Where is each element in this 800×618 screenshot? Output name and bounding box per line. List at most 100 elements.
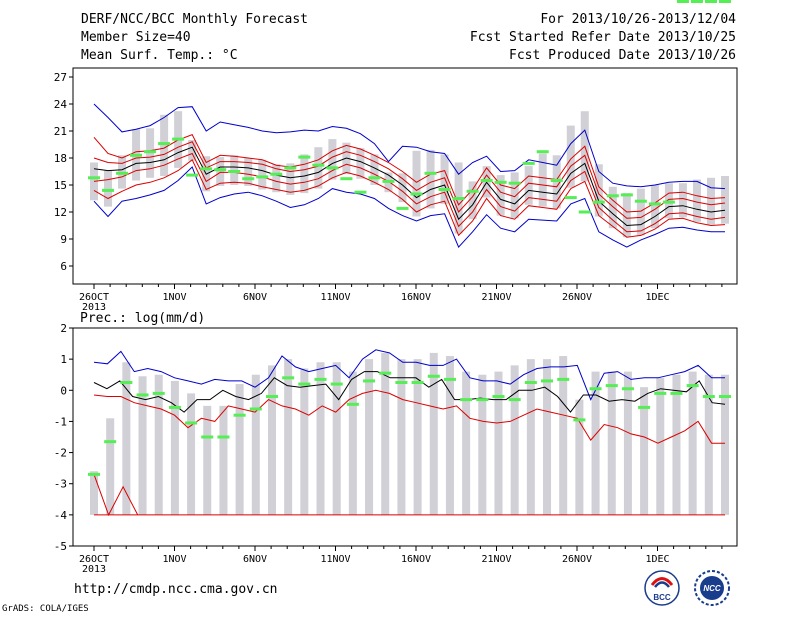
ensemble-box — [284, 359, 293, 515]
series-line-inner — [93, 389, 725, 444]
median-mark — [284, 166, 297, 170]
median-mark — [168, 405, 181, 409]
median-mark — [592, 200, 605, 204]
median-mark — [662, 200, 675, 204]
x-tick-label: 26NOV — [562, 554, 592, 565]
ensemble-box — [721, 374, 729, 515]
source-url[interactable]: http://cmdp.ncc.cma.gov.cn — [74, 582, 278, 597]
median-mark — [298, 382, 311, 386]
ensemble-box — [706, 177, 715, 225]
ensemble-box — [235, 384, 244, 515]
median-mark — [249, 407, 262, 411]
chart-title: DERF/NCC/BCC Monthly Forecast — [81, 12, 308, 27]
ncc-logo-text: NCC — [703, 584, 721, 593]
ensemble-box — [543, 359, 552, 515]
median-mark — [228, 170, 241, 173]
ensemble-box — [468, 181, 477, 220]
ensemble-box — [526, 359, 535, 515]
ensemble-box — [412, 150, 421, 217]
median-mark — [104, 440, 117, 444]
ensemble-box — [188, 140, 197, 161]
ensemble-box — [286, 163, 295, 195]
grads-credit: GrADS: COLA/IGES — [2, 604, 89, 614]
median-mark — [368, 176, 381, 180]
ensemble-box — [187, 393, 196, 515]
y-tick-label: 21 — [54, 125, 67, 138]
median-mark — [340, 177, 353, 181]
y-tick-label: 12 — [54, 206, 67, 219]
ensemble-box — [640, 387, 649, 515]
x-tick-label: 1DEC — [645, 554, 669, 565]
x-tick-label: 21NOV — [481, 292, 511, 303]
ensemble-box — [154, 374, 163, 515]
median-mark — [130, 153, 143, 157]
median-mark — [152, 391, 165, 395]
series-line-mean — [93, 371, 726, 413]
ensemble-box — [122, 362, 131, 515]
ensemble-box — [524, 166, 533, 205]
median-mark — [217, 435, 230, 439]
median-mark — [363, 379, 376, 383]
median-mark — [686, 384, 699, 388]
median-mark — [522, 161, 535, 165]
y-tick-label: -4 — [54, 509, 68, 522]
ensemble-box — [244, 158, 253, 186]
y-tick-label: -5 — [54, 540, 67, 553]
ensemble-box — [607, 371, 616, 515]
ensemble-box — [510, 365, 519, 515]
median-mark — [102, 188, 115, 192]
ensemble-box — [538, 153, 547, 207]
forecast-start-date: Fcst Started Refer Date 2013/10/25 — [469, 30, 736, 45]
ensemble-box — [704, 374, 713, 515]
y-tick-label: 0 — [60, 384, 67, 397]
ensemble-box — [258, 159, 267, 190]
median-mark — [476, 398, 489, 402]
ensemble-box — [622, 193, 631, 238]
bcc-logo: BCC — [644, 570, 680, 606]
y-tick-label: 2 — [60, 322, 67, 335]
ensemble-box — [272, 164, 281, 193]
x-tick-label: 26OCT — [79, 292, 109, 303]
median-mark — [242, 177, 255, 181]
median-mark — [214, 168, 227, 172]
ensemble-box — [636, 188, 645, 236]
median-mark — [466, 189, 479, 193]
ensemble-box — [300, 154, 309, 194]
median-mark — [200, 167, 213, 171]
series-line-lower1 — [93, 152, 726, 233]
forecast-period: For 2013/10/26-2013/12/04 — [540, 12, 736, 27]
median-mark — [185, 421, 198, 425]
series-line-upper1 — [93, 141, 726, 219]
median-mark — [541, 379, 554, 383]
median-mark — [690, 0, 703, 3]
median-mark — [116, 171, 129, 175]
median-mark — [427, 374, 440, 378]
median-mark — [346, 402, 359, 406]
ncc-logo: NCC — [694, 570, 730, 606]
x-tick-label: 26NOV — [562, 292, 592, 303]
x-tick-label: 1NOV — [162, 554, 186, 565]
ensemble-box — [575, 399, 584, 515]
ensemble-box — [300, 368, 309, 515]
median-mark — [354, 190, 367, 194]
x-tick-label: 26OCT — [79, 554, 109, 565]
variable-label: Mean Surf. Temp.: °C — [81, 48, 238, 63]
median-mark — [704, 0, 717, 3]
y-tick-label: 24 — [54, 98, 68, 111]
median-mark — [654, 391, 667, 395]
median-mark — [233, 413, 246, 417]
ensemble-box — [672, 374, 681, 515]
ensemble-box — [559, 356, 568, 515]
ensemble-box — [591, 371, 600, 515]
median-mark — [410, 192, 423, 196]
ensemble-box — [138, 376, 147, 515]
median-mark — [172, 137, 185, 141]
median-mark — [638, 405, 651, 409]
median-mark — [573, 418, 586, 422]
ensemble-box — [440, 154, 449, 204]
median-mark — [88, 176, 100, 180]
ensemble-box — [462, 371, 471, 515]
ensemble-box — [170, 380, 179, 515]
median-mark — [452, 197, 465, 200]
